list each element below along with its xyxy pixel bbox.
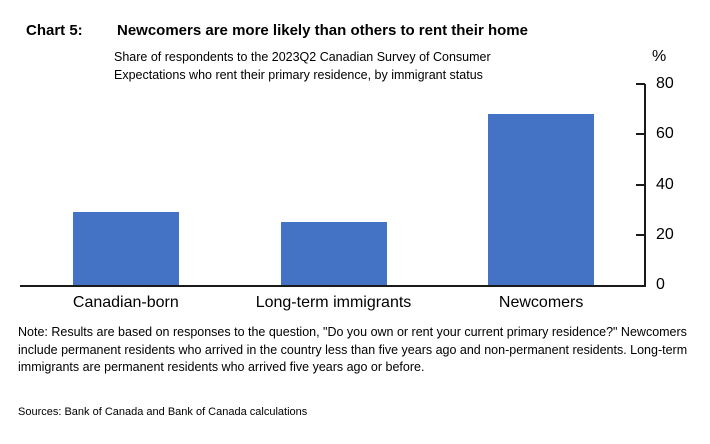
chart-title: Newcomers are more likely than others to… [117, 22, 528, 39]
category-label-canadian-born: Canadian-born [72, 294, 179, 311]
chart-subtitle-line-1: Share of respondents to the 2023Q2 Canad… [114, 50, 491, 64]
y-axis-line [644, 84, 646, 287]
chart-number-label: Chart 5: [26, 22, 83, 39]
bar-newcomers [488, 114, 595, 285]
y-tick-mark-40 [636, 183, 645, 186]
y-tick-mark-80 [636, 83, 645, 85]
chart-subtitle: Share of respondents to the 2023Q2 Canad… [114, 48, 491, 84]
chart-subtitle-line-2: Expectations who rent their primary resi… [114, 68, 483, 82]
y-tick-mark-20 [636, 233, 645, 236]
y-tick-label-80: 80 [656, 75, 674, 92]
y-tick-label-40: 40 [656, 175, 674, 193]
bar-canadian-born [72, 212, 179, 285]
y-axis-unit-label: % [652, 48, 667, 65]
y-tick-mark-60 [636, 133, 645, 136]
x-axis-line [20, 285, 646, 287]
category-label-long-term-immigrants: Long-term immigrants [255, 294, 412, 311]
chart-sources: Sources: Bank of Canada and Bank of Cana… [18, 406, 308, 418]
y-tick-label-60: 60 [656, 125, 674, 143]
bar-long-term-immigrants [280, 222, 387, 285]
chart-note: Note: Results are based on responses to … [18, 325, 688, 374]
y-tick-label-0: 0 [656, 276, 665, 293]
category-label-newcomers: Newcomers [498, 294, 584, 311]
y-tick-label-20: 20 [656, 225, 674, 243]
